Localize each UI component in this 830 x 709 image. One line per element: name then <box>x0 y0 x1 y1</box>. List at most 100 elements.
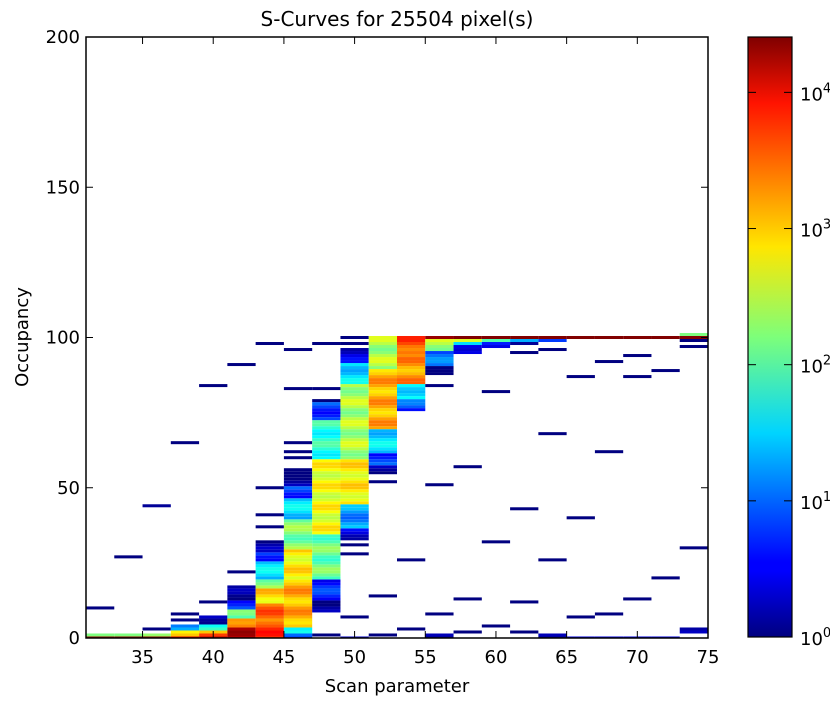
x-tick-label: 60 <box>485 647 508 668</box>
heatmap-cell <box>340 387 369 391</box>
heatmap-cell <box>340 492 369 496</box>
x-axis-ticks: 35 40 45 50 55 60 65 70 75 <box>131 37 719 668</box>
heatmap-cell <box>566 615 595 619</box>
heatmap-cell <box>312 561 341 565</box>
heatmap-cell <box>255 636 284 638</box>
heatmap-cell <box>368 342 397 346</box>
heatmap-cell <box>312 426 341 430</box>
heatmap-cell <box>453 345 482 349</box>
heatmap-cell <box>425 360 454 364</box>
heatmap-cell <box>255 543 284 547</box>
heatmap-cell <box>623 335 652 340</box>
heatmap-cell <box>340 411 369 415</box>
x-tick-label: 65 <box>555 647 578 668</box>
heatmap-cell <box>283 606 313 610</box>
heatmap-cell <box>199 618 228 622</box>
heatmap-cell <box>199 621 228 625</box>
heatmap-cell <box>283 594 313 598</box>
heatmap-cell <box>114 633 143 637</box>
heatmap-cell <box>368 369 397 373</box>
heatmap-cell <box>283 609 313 613</box>
heatmap-cell <box>397 366 426 370</box>
heatmap-cell <box>312 417 341 421</box>
heatmap-cell <box>255 615 284 619</box>
heatmap-cell <box>340 381 369 385</box>
colorbar <box>747 36 793 638</box>
heatmap-cell <box>368 335 397 340</box>
heatmap-cell <box>283 558 313 562</box>
heatmap-cell <box>312 408 341 412</box>
heatmap-cell <box>481 540 511 544</box>
heatmap-cell <box>368 429 397 433</box>
heatmap-cell <box>651 369 680 373</box>
heatmap-cell <box>510 335 539 340</box>
heatmap-cell <box>368 441 397 445</box>
heatmap-cell <box>481 390 511 394</box>
heatmap-cell <box>227 621 256 625</box>
heatmap-cell <box>283 636 313 638</box>
heatmap-cell <box>538 339 567 343</box>
heatmap-cell <box>397 348 426 352</box>
heatmap-cell <box>255 624 284 628</box>
heatmap-cell <box>283 615 313 619</box>
heatmap-cell <box>538 636 567 638</box>
heatmap-cell <box>283 531 313 535</box>
heatmap-cell <box>283 387 313 391</box>
heatmap-cell <box>340 516 369 520</box>
heatmap-cell <box>340 522 369 526</box>
heatmap-cell <box>340 366 369 370</box>
heatmap-cell <box>651 636 680 638</box>
heatmap-cell <box>368 357 397 361</box>
heatmap-cell <box>340 351 369 355</box>
heatmap-cell <box>340 507 369 511</box>
heatmap-cell <box>283 492 313 496</box>
heatmap-cell <box>227 618 256 622</box>
heatmap-cell <box>227 594 256 598</box>
heatmap-cell <box>255 513 284 517</box>
heatmap-cell <box>340 441 369 445</box>
heatmap-cell <box>283 513 313 517</box>
colorbar-tick-label: 103 <box>800 218 830 242</box>
heatmap-cell <box>425 354 454 358</box>
heatmap-cell <box>227 363 256 367</box>
heatmap-cell <box>368 360 397 364</box>
heatmap-cell <box>368 417 397 421</box>
heatmap-cell <box>566 516 595 520</box>
heatmap-cell <box>340 405 369 409</box>
heatmap-cell <box>255 603 284 607</box>
heatmap-cell <box>255 606 284 610</box>
heatmap-cell <box>368 387 397 391</box>
heatmap-cell <box>397 372 426 376</box>
heatmap-cell <box>312 576 341 580</box>
heatmap-cell <box>340 531 369 535</box>
heatmap-cell <box>283 486 313 490</box>
heatmap-cell <box>312 558 341 562</box>
heatmap-cell <box>312 429 341 433</box>
heatmap-cell <box>538 633 567 637</box>
heatmap-cell <box>199 384 228 388</box>
heatmap-cell <box>425 633 454 637</box>
heatmap-cell <box>397 351 426 355</box>
heatmap-cell <box>312 432 341 436</box>
heatmap-cell <box>340 468 369 472</box>
colorbar-ticks: 100 101 102 103 104 <box>748 81 830 650</box>
heatmap-cell <box>312 468 341 472</box>
heatmap-cell <box>255 627 284 631</box>
heatmap-cell <box>368 444 397 448</box>
heatmap-cell <box>679 546 708 550</box>
heatmap-cell <box>312 471 341 475</box>
heatmap-cell <box>368 381 397 385</box>
heatmap-cell <box>368 414 397 418</box>
heatmap-cell <box>425 372 454 376</box>
y-tick-label: 150 <box>46 177 80 198</box>
heatmap-cell <box>340 369 369 373</box>
heatmap-cell <box>170 624 200 628</box>
heatmap-cell <box>312 447 341 451</box>
heatmap-cell <box>255 549 284 553</box>
heatmap-cell <box>594 335 624 340</box>
heatmap-cell <box>368 354 397 358</box>
heatmap-cell <box>283 567 313 571</box>
heatmap-cell <box>425 351 454 355</box>
heatmap-cell <box>312 504 341 508</box>
heatmap-cell <box>255 582 284 586</box>
